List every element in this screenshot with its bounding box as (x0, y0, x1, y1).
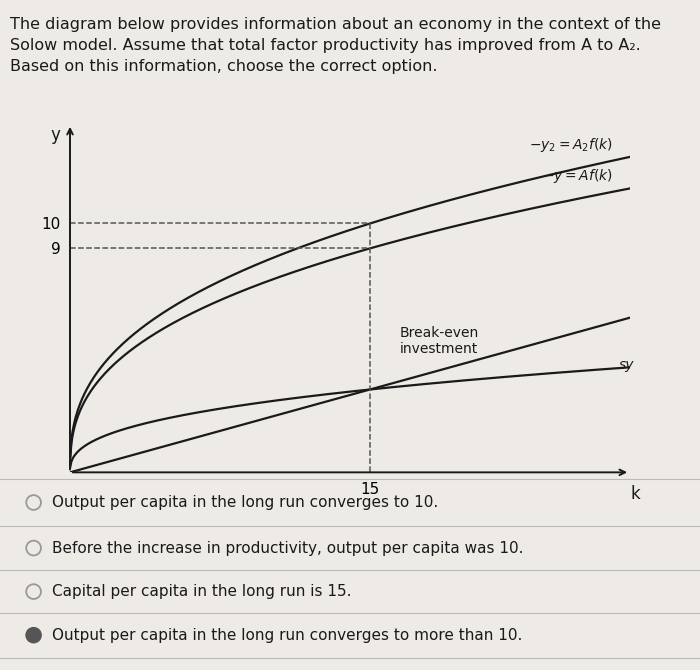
Text: Output per capita in the long run converges to more than 10.: Output per capita in the long run conver… (52, 628, 523, 643)
Text: k: k (630, 485, 640, 502)
Text: Capital per capita in the long run is 15.: Capital per capita in the long run is 15… (52, 584, 352, 599)
Text: sy: sy (620, 358, 635, 372)
Text: $-y = Af(k)$: $-y = Af(k)$ (542, 168, 613, 186)
Text: Output per capita in the long run converges to 10.: Output per capita in the long run conver… (52, 495, 439, 510)
Text: Break-even
investment: Break-even investment (400, 326, 480, 356)
Text: The diagram below provides information about an economy in the context of the
So: The diagram below provides information a… (10, 17, 662, 74)
Text: Before the increase in productivity, output per capita was 10.: Before the increase in productivity, out… (52, 541, 524, 555)
Text: $-y_2 = A_2f(k)$: $-y_2 = A_2f(k)$ (529, 136, 613, 154)
Text: y: y (50, 126, 60, 143)
